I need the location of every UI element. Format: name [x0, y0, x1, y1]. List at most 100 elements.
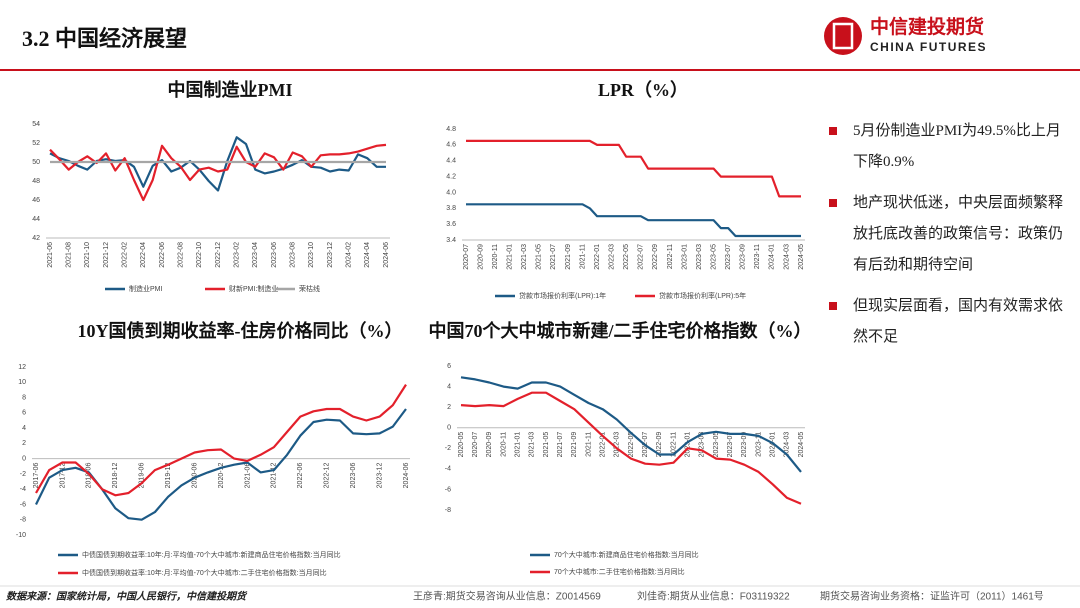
y-tick-label: -6 — [20, 501, 26, 508]
y-tick-label: 3.8 — [446, 205, 456, 212]
x-tick-label: 2021-08 — [66, 242, 73, 268]
x-tick-label: 2022-06 — [297, 463, 304, 489]
y-tick-label: 46 — [32, 197, 40, 204]
legend-label: 制造业PMI — [129, 284, 162, 293]
x-tick-label: 2022-09 — [652, 244, 659, 270]
bullet-list: 5月份制造业PMI为49.5%比上月下降0.9% 地产现状低迷，中央层面频繁释放… — [826, 116, 1066, 363]
y-tick-label: 0 — [22, 455, 26, 462]
x-tick-label: 2024-04 — [364, 242, 371, 268]
x-tick-label: 2021-01 — [515, 432, 522, 458]
series-line — [49, 143, 387, 202]
x-tick-label: 2022-06 — [159, 242, 166, 268]
x-tick-label: 2023-11 — [755, 432, 762, 457]
x-tick-label: 2023-05 — [713, 432, 720, 458]
x-tick-label: 2020-12 — [218, 463, 225, 489]
bullet: 5月份制造业PMI为49.5%比上月下降0.9% — [826, 116, 1066, 178]
series-line — [460, 391, 802, 505]
x-tick-label: 2024-03 — [784, 432, 791, 458]
x-tick-label: 2022-11 — [667, 244, 674, 269]
chart-title: LPR（%） — [598, 80, 688, 100]
x-tick-label: 2023-03 — [699, 432, 706, 458]
x-tick-label: 2024-01 — [769, 244, 776, 270]
x-tick-label: 2024-05 — [798, 432, 805, 458]
legend-label: 贷款市场报价利率(LPR):1年 — [519, 291, 606, 300]
x-tick-label: 2020-09 — [486, 432, 493, 458]
x-tick-label: 2023-04 — [252, 242, 259, 268]
y-tick-label: 8 — [22, 394, 26, 401]
x-tick-label: 2023-12 — [327, 242, 334, 268]
y-tick-label: -2 — [20, 471, 26, 478]
y-tick-label: -8 — [445, 507, 451, 514]
slide-title: 3.2 中国经济展望 — [22, 26, 187, 51]
analyst: 刘佳奇:期货从业信息：F03119322 — [637, 590, 790, 603]
legend-label: 贷款市场报价利率(LPR):5年 — [659, 291, 746, 300]
x-tick-label: 2023-06 — [350, 463, 357, 489]
legend-label: 中债国债到期收益率:10年:月:平均值-70个大中城市:二手住宅价格指数:当月同… — [82, 568, 327, 577]
x-tick-label: 2022-02 — [122, 242, 129, 268]
x-tick-label: 2021-09 — [571, 432, 578, 458]
x-tick-label: 2023-02 — [234, 242, 241, 268]
x-tick-label: 2023-05 — [710, 244, 717, 270]
y-tick-label: 4.6 — [446, 142, 456, 149]
x-tick-label: 2020-09 — [477, 244, 484, 270]
license: 期货交易咨询业务资格：证监许可（2011）1461号 — [820, 590, 1044, 603]
x-tick-label: 2021-11 — [579, 244, 586, 269]
y-tick-label: -4 — [20, 486, 26, 493]
x-tick-label: 2021-05 — [543, 432, 550, 458]
chart-title: 10Y国债到期收益率-住房价格同比（%） — [78, 320, 403, 341]
legend-label: 财新PMI:制造业 — [229, 284, 278, 293]
y-tick-label: 12 — [18, 364, 26, 371]
legend-label: 荣枯线 — [299, 284, 320, 293]
legend-label: 70个大中城市:新建商品住宅价格指数:当月同比 — [554, 550, 699, 559]
x-tick-label: 2020-07 — [472, 432, 479, 458]
series-line — [466, 139, 801, 198]
x-tick-label: 2024-06 — [403, 463, 410, 489]
x-tick-label: 2019-06 — [139, 463, 146, 489]
x-tick-label: 2017-12 — [59, 463, 66, 489]
y-tick-label: 4 — [447, 383, 451, 390]
y-tick-label: 6 — [447, 363, 451, 370]
x-tick-label: 2023-01 — [685, 432, 692, 458]
logo-glyph — [832, 22, 854, 50]
x-tick-label: 2022-04 — [140, 242, 147, 268]
bullet: 地产现状低迷，中央层面频繁释放托底改善的政策信号：政策仍有后劲和期待空间 — [826, 188, 1066, 281]
x-tick-label: 2023-03 — [696, 244, 703, 270]
y-tick-label: 4.0 — [446, 189, 456, 196]
x-tick-label: 2024-05 — [798, 244, 805, 270]
analyst: 王彦青:期货交易咨询从业信息：Z0014569 — [413, 590, 601, 603]
y-tick-label: 4.2 — [446, 173, 456, 180]
x-tick-label: 2024-06 — [383, 242, 390, 268]
x-tick-label: 2020-07 — [463, 244, 470, 270]
x-tick-label: 2022-01 — [594, 244, 601, 270]
series-line — [460, 376, 802, 473]
y-tick-label: -6 — [445, 486, 451, 493]
y-tick-label: 50 — [32, 159, 40, 166]
logo-mark — [824, 17, 862, 55]
y-tick-label: 2 — [22, 440, 26, 447]
x-tick-label: 2022-12 — [324, 463, 331, 489]
bullet: 但现实层面看，国内有效需求依然不足 — [826, 291, 1066, 353]
x-tick-label: 2021-03 — [521, 244, 528, 270]
y-tick-label: 54 — [32, 121, 40, 128]
x-tick-label: 2023-09 — [740, 244, 747, 270]
x-tick-label: 2020-05 — [458, 432, 465, 458]
x-tick-label: 2023-01 — [681, 244, 688, 270]
y-tick-label: 4 — [22, 425, 26, 432]
x-tick-label: 2021-12 — [271, 463, 278, 489]
y-tick-label: 3.4 — [446, 237, 456, 244]
x-tick-label: 2021-12 — [103, 242, 110, 268]
x-tick-label: 2021-11 — [585, 432, 592, 457]
y-tick-label: 42 — [32, 235, 40, 242]
y-tick-label: 52 — [32, 140, 40, 147]
x-tick-label: 2021-01 — [507, 244, 514, 270]
logo-cn: 中信建投期货 — [870, 15, 984, 38]
y-tick-label: -8 — [20, 517, 26, 524]
series-line — [35, 384, 407, 497]
y-tick-label: 0 — [447, 425, 451, 432]
series-line — [466, 203, 801, 238]
legend-label: 中债国债到期收益率:10年:月:平均值-70个大中城市:新建商品住宅价格指数:当… — [82, 550, 341, 559]
x-tick-label: 2023-07 — [727, 432, 734, 458]
y-tick-label: 4.4 — [446, 158, 456, 165]
